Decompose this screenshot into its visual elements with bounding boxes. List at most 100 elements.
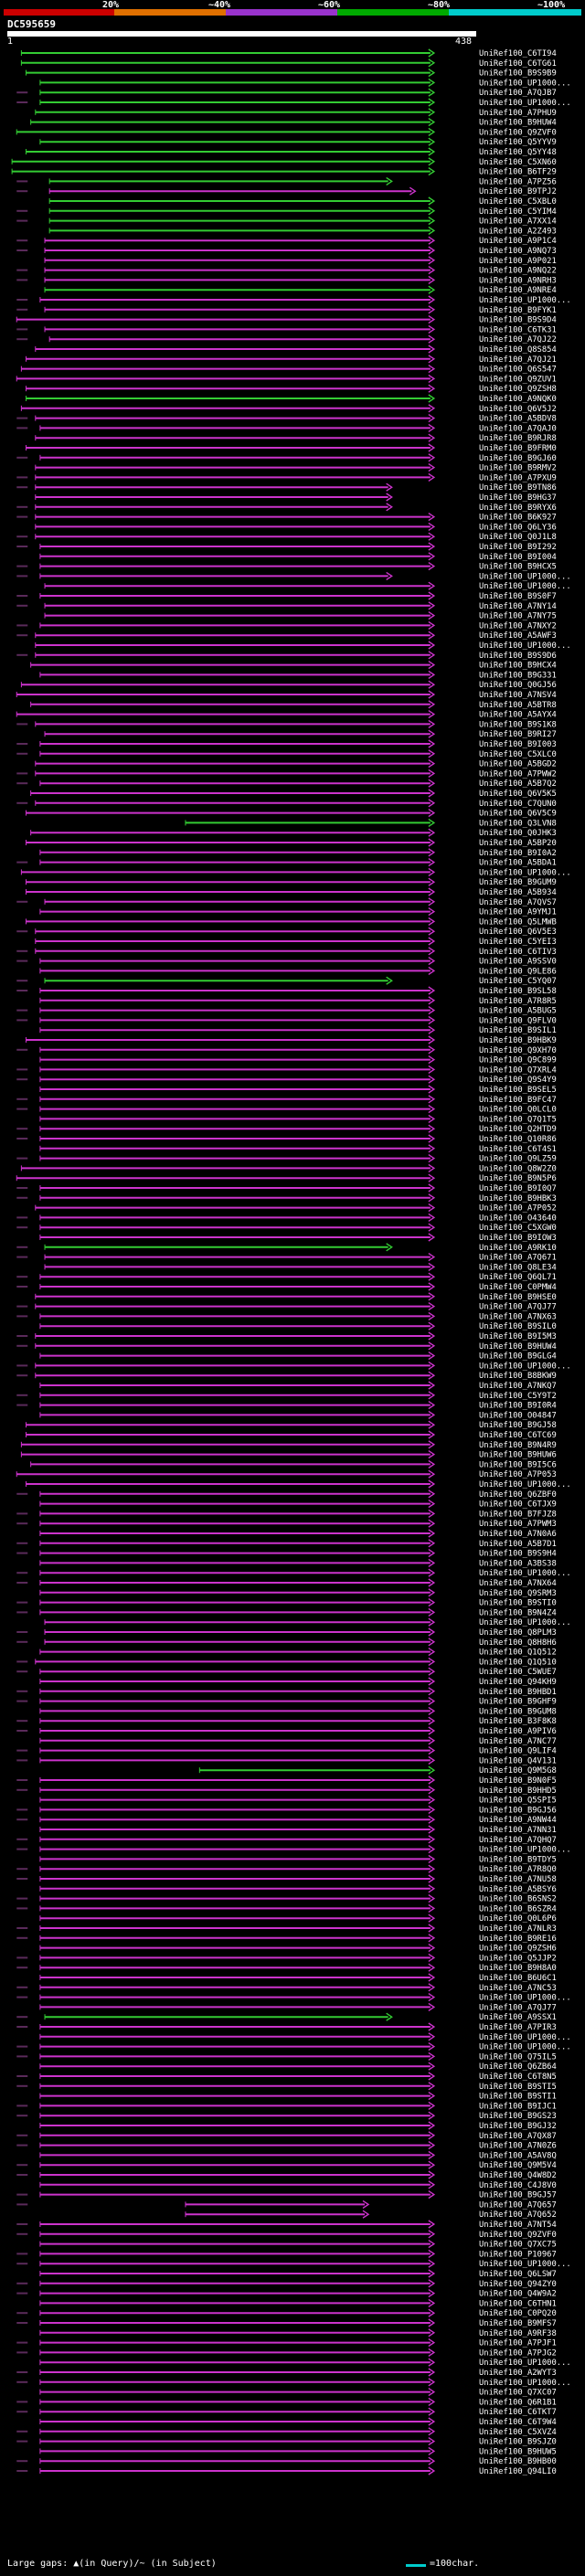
- hit-name[interactable]: UniRef100_B9N4Z4: [479, 1608, 557, 1617]
- hit-name[interactable]: UniRef100_Q9S4Y9: [479, 1076, 557, 1085]
- hit-row[interactable]: UniRef100_A7R8R5: [39, 996, 557, 1006]
- hit-row[interactable]: UniRef100_B9I5M3: [16, 1331, 557, 1341]
- hit-row[interactable]: UniRef100_B9H8A0: [16, 1963, 557, 1973]
- hit-name[interactable]: UniRef100_Q6ZB64: [479, 2062, 557, 2072]
- hit-row[interactable]: UniRef100_B9I0Q7: [16, 1183, 557, 1193]
- hit-row[interactable]: UniRef100_A7PJG2: [16, 2348, 557, 2358]
- hit-row[interactable]: UniRef100_B7FJZ8: [16, 1509, 557, 1519]
- hit-row[interactable]: UniRef100_B9I0A2: [39, 848, 557, 858]
- hit-name[interactable]: UniRef100_C5YQ07: [479, 977, 557, 986]
- hit-row[interactable]: UniRef100_A9P021: [44, 256, 557, 266]
- hit-row[interactable]: UniRef100_Q7XC75: [39, 2240, 557, 2250]
- hit-name[interactable]: UniRef100_B9GHF9: [479, 1698, 557, 1707]
- hit-row[interactable]: UniRef100_B9S1K8: [16, 719, 557, 729]
- hit-name[interactable]: UniRef100_A7NC53: [479, 1984, 557, 1993]
- hit-row[interactable]: UniRef100_Q9FLV0: [16, 1015, 557, 1025]
- hit-row[interactable]: UniRef100_UP1000...: [35, 641, 571, 651]
- hit-row[interactable]: UniRef100_B9GS23: [16, 2111, 557, 2121]
- hit-row[interactable]: UniRef100_B9SEL5: [39, 1085, 557, 1095]
- hit-name[interactable]: UniRef100_A5BDV8: [479, 415, 557, 424]
- hit-name[interactable]: UniRef100_B9S0F7: [479, 592, 557, 601]
- hit-name[interactable]: UniRef100_B6SNS2: [479, 1895, 557, 1904]
- hit-row[interactable]: UniRef100_C6TC69: [26, 1430, 557, 1440]
- hit-name[interactable]: UniRef100_UP1000...: [479, 1846, 571, 1855]
- hit-row[interactable]: UniRef100_B9RJR8: [35, 433, 557, 443]
- hit-row[interactable]: UniRef100_A9NQ73: [16, 246, 557, 256]
- hit-name[interactable]: UniRef100_B9SIL1: [479, 1026, 557, 1035]
- hit-name[interactable]: UniRef100_A9P1C4: [479, 237, 557, 246]
- hit-name[interactable]: UniRef100_Q0LCL0: [479, 1106, 557, 1115]
- hit-name[interactable]: UniRef100_A5B7Q2: [479, 779, 557, 789]
- hit-name[interactable]: UniRef100_Q10R86: [479, 1135, 557, 1144]
- hit-row[interactable]: UniRef100_UP1000...: [16, 1568, 571, 1578]
- hit-name[interactable]: UniRef100_A7PIR3: [479, 2023, 557, 2032]
- hit-name[interactable]: UniRef100_A7XX14: [479, 217, 557, 227]
- hit-name[interactable]: UniRef100_Q75IL5: [479, 2052, 557, 2062]
- hit-row[interactable]: UniRef100_UP1000...: [20, 867, 571, 877]
- hit-name[interactable]: UniRef100_A7Q657: [479, 2200, 557, 2210]
- hit-row[interactable]: UniRef100_C6T4S1: [39, 1144, 557, 1154]
- hit-name[interactable]: UniRef100_A7NY75: [479, 612, 557, 621]
- hit-row[interactable]: UniRef100_Q7XC07: [39, 2388, 557, 2398]
- hit-name[interactable]: UniRef100_B9N4R9: [479, 1441, 557, 1450]
- hit-name[interactable]: UniRef100_B9I292: [479, 543, 557, 552]
- hit-row[interactable]: UniRef100_C5YIM4: [16, 207, 557, 217]
- hit-row[interactable]: UniRef100_Q6QL71: [16, 1272, 557, 1282]
- hit-name[interactable]: UniRef100_B9I5M3: [479, 1332, 557, 1341]
- hit-row[interactable]: UniRef100_Q0L6P6: [39, 1913, 557, 1924]
- hit-row[interactable]: UniRef100_Q9SRM3: [39, 1588, 557, 1598]
- hit-row[interactable]: UniRef100_UP1000...: [16, 2259, 571, 2269]
- hit-name[interactable]: UniRef100_UP1000...: [479, 1994, 571, 2003]
- hit-name[interactable]: UniRef100_B9HHD5: [479, 1786, 557, 1796]
- hit-name[interactable]: UniRef100_A5AYX4: [479, 711, 557, 720]
- hit-name[interactable]: UniRef100_A7QAJ0: [479, 424, 557, 433]
- hit-row[interactable]: UniRef100_C6THN1: [39, 2298, 557, 2308]
- hit-name[interactable]: UniRef100_B9GJ58: [479, 1421, 557, 1430]
- hit-name[interactable]: UniRef100_B9I0Q7: [479, 1184, 557, 1193]
- hit-row[interactable]: UniRef100_B9GJ56: [16, 1805, 557, 1815]
- hit-row[interactable]: UniRef100_Q0LCL0: [16, 1105, 557, 1115]
- hit-row[interactable]: UniRef100_A7PWW2: [16, 769, 557, 779]
- hit-row[interactable]: UniRef100_A5BUG5: [16, 1006, 557, 1016]
- hit-row[interactable]: UniRef100_B9SIL1: [39, 1025, 557, 1035]
- hit-row[interactable]: UniRef100_B9SL58: [16, 986, 557, 996]
- hit-name[interactable]: UniRef100_A7N0Z6: [479, 2142, 557, 2151]
- hit-name[interactable]: UniRef100_C5XBL0: [479, 197, 557, 207]
- hit-name[interactable]: UniRef100_B9HB00: [479, 2457, 557, 2466]
- hit-name[interactable]: UniRef100_A7NXY2: [479, 621, 557, 631]
- hit-name[interactable]: UniRef100_A9NW44: [479, 1816, 557, 1825]
- hit-row[interactable]: UniRef100_A9SSX1: [16, 2012, 557, 2022]
- hit-row[interactable]: UniRef100_Q9ZUV1: [16, 374, 557, 384]
- hit-name[interactable]: UniRef100_UP1000...: [479, 2379, 571, 2388]
- hit-name[interactable]: UniRef100_A7P052: [479, 1204, 557, 1214]
- hit-row[interactable]: UniRef100_B9FRM0: [26, 443, 557, 453]
- hit-name[interactable]: UniRef100_A5BSY6: [479, 1885, 557, 1894]
- hit-row[interactable]: UniRef100_Q8LE34: [44, 1262, 557, 1272]
- hit-row[interactable]: UniRef100_Q9ZVF0: [16, 2230, 557, 2240]
- hit-name[interactable]: UniRef100_A7PJG2: [479, 2348, 557, 2358]
- hit-row[interactable]: UniRef100_B9S9H4: [16, 1549, 557, 1559]
- hit-row[interactable]: UniRef100_B9RMV2: [35, 463, 557, 473]
- hit-row[interactable]: UniRef100_UP1000...: [16, 2378, 571, 2388]
- hit-name[interactable]: UniRef100_A7Q652: [479, 2210, 557, 2220]
- hit-name[interactable]: UniRef100_A5BTR8: [479, 701, 557, 710]
- hit-name[interactable]: UniRef100_B9GLG4: [479, 1352, 557, 1362]
- hit-row[interactable]: UniRef100_C5XGW0: [16, 1223, 557, 1233]
- hit-row[interactable]: UniRef100_Q9M5G8: [198, 1765, 557, 1776]
- hit-row[interactable]: UniRef100_Q4V131: [16, 1755, 557, 1765]
- hit-row[interactable]: UniRef100_B9RE16: [16, 1934, 557, 1944]
- hit-row[interactable]: UniRef100_Q9LIF4: [16, 1746, 557, 1756]
- hit-row[interactable]: UniRef100_B9GLG4: [39, 1352, 557, 1362]
- hit-name[interactable]: UniRef100_Q6R1B1: [479, 2398, 557, 2407]
- hit-row[interactable]: UniRef100_Q0GJ56: [20, 680, 557, 690]
- hit-name[interactable]: UniRef100_B9IJC1: [479, 2102, 557, 2111]
- hit-row[interactable]: UniRef100_A7Q657: [16, 2200, 557, 2210]
- hit-row[interactable]: UniRef100_B9HCX5: [16, 562, 557, 572]
- hit-name[interactable]: UniRef100_A7P053: [479, 1470, 557, 1479]
- hit-name[interactable]: UniRef100_A7QHQ7: [479, 1836, 557, 1845]
- hit-name[interactable]: UniRef100_C6T4S1: [479, 1145, 557, 1154]
- hit-name[interactable]: UniRef100_Q6QL71: [479, 1273, 557, 1282]
- hit-row[interactable]: UniRef100_B9HSE0: [35, 1292, 557, 1302]
- hit-row[interactable]: UniRef100_Q10R86: [16, 1134, 557, 1144]
- hit-name[interactable]: UniRef100_Q94KH9: [479, 1678, 557, 1687]
